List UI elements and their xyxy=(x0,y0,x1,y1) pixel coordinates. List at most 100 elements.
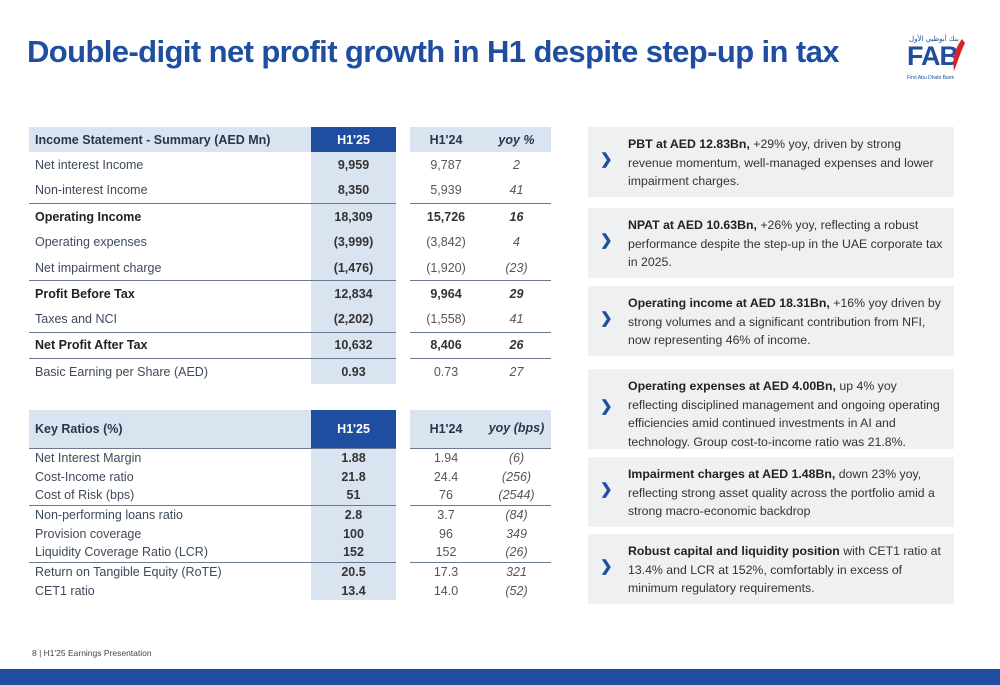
row-label: Liquidity Coverage Ratio (LCR) xyxy=(35,545,208,560)
row-label: Net Interest Margin xyxy=(29,447,311,467)
value-yoy: 26 xyxy=(482,332,551,359)
value-h1-24: 0.73 xyxy=(433,364,459,379)
highlight-card: ❯ PBT at AED 12.83Bn, +29% yoy, driven by… xyxy=(588,127,954,197)
value-h1-25: 100 xyxy=(311,524,396,543)
table-row: Cost-Income ratio 21.8 24.4 (256) xyxy=(29,467,551,486)
value-yoy: 2 xyxy=(513,157,520,172)
highlight-lead: Operating income at AED 18.31Bn, xyxy=(628,296,830,310)
value-h1-25: 2.8 xyxy=(311,504,396,524)
row-label: Operating expenses xyxy=(35,235,147,250)
row-label: Taxes and NCI xyxy=(35,312,117,327)
value-h1-25: 8,350 xyxy=(311,177,396,204)
highlight-card: ❯ Operating income at AED 18.31Bn, +16% y… xyxy=(588,286,954,356)
row-label: Cost-Income ratio xyxy=(35,469,134,484)
value-h1-24: 8,406 xyxy=(410,332,482,359)
table-row: Return on Tangible Equity (RoTE) 20.5 17.3… xyxy=(29,561,551,581)
row-label: Net Profit After Tax xyxy=(29,332,311,359)
value-h1-25: 1.88 xyxy=(311,447,396,467)
fab-logo: بنك أبوظبي الأول FAB First Abu Dhabi Ban… xyxy=(902,35,974,87)
row-label: Non-performing loans ratio xyxy=(29,504,311,524)
value-h1-24: 96 xyxy=(439,526,453,541)
row-label: Basic Earning per Share (AED) xyxy=(35,364,208,379)
row-label: Cost of Risk (bps) xyxy=(35,488,135,503)
table-row: Liquidity Coverage Ratio (LCR) 152 152 (26) xyxy=(29,543,551,562)
value-h1-24: (1,920) xyxy=(426,260,466,275)
header-label: Income Statement - Summary (AED Mn) xyxy=(29,127,311,152)
bottom-bar xyxy=(0,669,1000,685)
table-row: Taxes and NCI (2,202) (1,558) 41 xyxy=(29,306,551,333)
table-row: Net impairment charge (1,476) (1,920) (23) xyxy=(29,255,551,281)
logo-swoosh-icon xyxy=(953,39,965,71)
table-row: Net Interest Margin 1.88 1.94 (6) xyxy=(29,447,551,467)
value-h1-24: (3,842) xyxy=(426,235,466,250)
header-h1-25: H1'25 xyxy=(311,410,396,448)
value-h1-25: 9,959 xyxy=(311,152,396,178)
header-h1-25: H1'25 xyxy=(311,127,396,152)
chevron-right-icon: ❯ xyxy=(600,398,613,415)
chevron-right-icon: ❯ xyxy=(600,151,613,168)
value-h1-24: 17.3 xyxy=(410,561,482,581)
table-row: Non-interest Income 8,350 5,939 41 xyxy=(29,177,551,204)
value-h1-25: 18,309 xyxy=(311,203,396,230)
value-yoy: (2544) xyxy=(498,488,535,503)
footer: 8 | H1'25 Earnings Presentation xyxy=(32,648,152,658)
highlight-text: +29% yoy, driven by strong revenue momen… xyxy=(628,137,934,188)
highlight-card: ❯ NPAT at AED 10.63Bn, +26% yoy, reflecti… xyxy=(588,208,954,278)
row-label: Non-interest Income xyxy=(35,183,148,198)
chevron-right-icon: ❯ xyxy=(600,232,613,249)
value-yoy: 41 xyxy=(509,183,524,198)
table-row: Non-performing loans ratio 2.8 3.7 (84) xyxy=(29,504,551,524)
value-yoy: 29 xyxy=(482,280,551,307)
table-row: Cost of Risk (bps) 51 76 (2544) xyxy=(29,486,551,505)
key-ratios-table: Key Ratios (%) H1'25 H1'24 yoy (bps) Net Int… xyxy=(29,410,551,600)
value-h1-24: 76 xyxy=(439,488,453,503)
income-statement-table: Income Statement - Summary (AED Mn) H1'25… xyxy=(29,127,551,385)
value-yoy: 321 xyxy=(482,561,551,581)
highlight-lead: Impairment charges at AED 1.48Bn, xyxy=(628,467,836,481)
value-h1-25: 0.93 xyxy=(311,358,396,385)
row-label: Return on Tangible Equity (RoTE) xyxy=(29,561,311,581)
row-label: Operating Income xyxy=(29,203,311,230)
highlight-lead: PBT at AED 12.83Bn, xyxy=(628,137,750,151)
highlight-lead: Operating expenses at AED 4.00Bn, xyxy=(628,379,836,393)
value-yoy: 4 xyxy=(513,235,520,250)
table-row: Net Profit After Tax 10,632 8,406 26 xyxy=(29,332,551,359)
value-h1-25: 10,632 xyxy=(311,332,396,359)
value-h1-24: 3.7 xyxy=(410,504,482,524)
value-h1-25: 21.8 xyxy=(311,467,396,486)
row-label: Provision coverage xyxy=(35,526,142,541)
value-yoy: 16 xyxy=(482,203,551,230)
value-h1-24: 1.94 xyxy=(410,447,482,467)
table-row: CET1 ratio 13.4 14.0 (52) xyxy=(29,581,551,600)
highlight-text: with CET1 ratio at 13.4% and LCR at 152%… xyxy=(628,544,941,595)
highlight-card: ❯ Operating expenses at AED 4.00Bn, up 4%… xyxy=(588,369,954,449)
value-h1-24: 14.0 xyxy=(433,583,459,598)
value-h1-24: 152 xyxy=(435,545,457,560)
table-header-row: Income Statement - Summary (AED Mn) H1'25… xyxy=(29,127,551,152)
highlight-card: ❯ Impairment charges at AED 1.48Bn, down … xyxy=(588,457,954,527)
value-yoy: (84) xyxy=(482,504,551,524)
table-row: Profit Before Tax 12,834 9,964 29 xyxy=(29,280,551,307)
header-yoy: yoy (bps) xyxy=(482,410,551,448)
value-h1-24: (1,558) xyxy=(426,312,466,327)
logo-mark: FAB xyxy=(907,41,959,71)
header-h1-24: H1'24 xyxy=(410,410,482,448)
table-row: Provision coverage 100 96 349 xyxy=(29,524,551,543)
logo-arabic-text: بنك أبوظبي الأول xyxy=(909,35,959,43)
chevron-right-icon: ❯ xyxy=(600,481,613,498)
highlight-text: up 4% yoy reflecting disciplined managem… xyxy=(628,379,940,449)
row-label: Profit Before Tax xyxy=(29,280,311,307)
value-yoy: (52) xyxy=(505,583,528,598)
table-row: Net interest Income 9,959 9,787 2 xyxy=(29,152,551,178)
row-label: CET1 ratio xyxy=(35,583,95,598)
value-h1-24: 5,939 xyxy=(430,183,462,198)
value-h1-24: 24.4 xyxy=(433,469,459,484)
value-yoy: 41 xyxy=(509,312,524,327)
highlight-card: ❯ Robust capital and liquidity position w… xyxy=(588,534,954,604)
chevron-right-icon: ❯ xyxy=(600,558,613,575)
row-label: Net interest Income xyxy=(35,157,144,172)
value-h1-25: (3,999) xyxy=(311,229,396,256)
table-row: Operating Income 18,309 15,726 16 xyxy=(29,203,551,230)
logo-subtitle: First Abu Dhabi Bank xyxy=(907,75,954,81)
chevron-right-icon: ❯ xyxy=(600,310,613,327)
